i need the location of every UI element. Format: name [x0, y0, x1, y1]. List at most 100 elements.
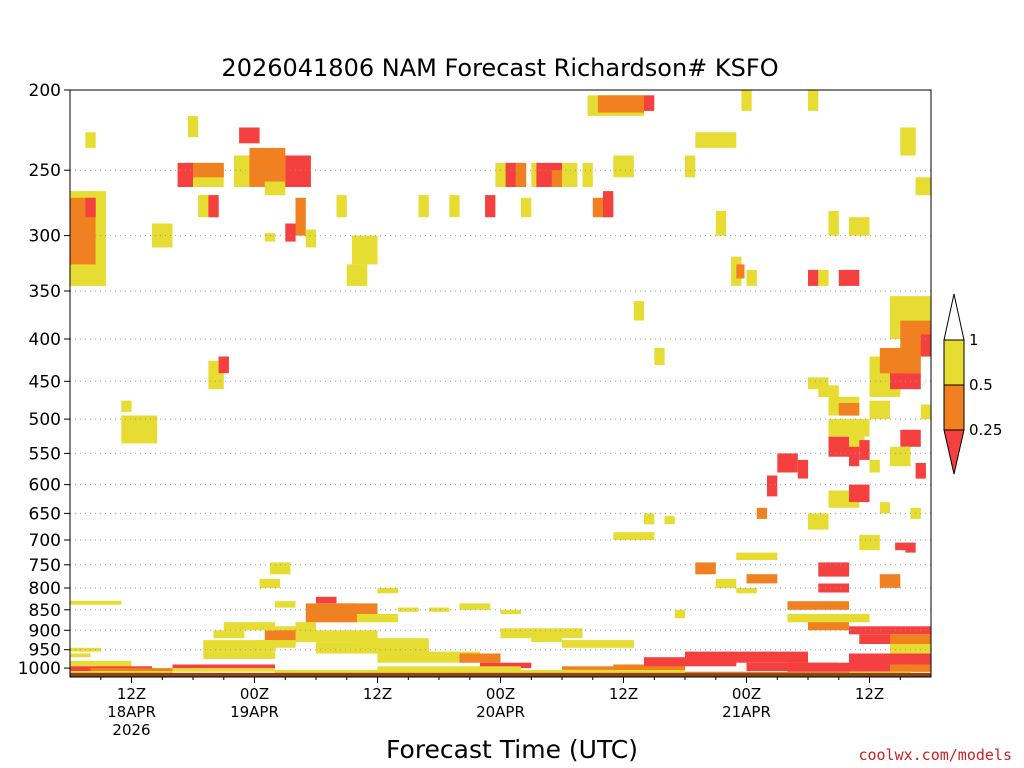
ri-cell-163 [633, 301, 645, 321]
ri-cell-150 [664, 516, 675, 525]
ri-cell-42 [562, 162, 578, 187]
ri-cell-132 [849, 671, 911, 673]
ri-cell-103 [223, 622, 276, 631]
ri-cell-96 [336, 603, 378, 614]
ri-cell-152 [715, 578, 737, 588]
colorbar: 1 0.5 0.25 [943, 293, 1002, 475]
ri-cell-85 [818, 562, 850, 577]
colorbar-label-0.25: 0.25 [969, 421, 1002, 439]
ri-cell-149 [644, 513, 655, 525]
ri-cell-97 [357, 614, 398, 623]
ri-cell-31 [351, 235, 378, 265]
ri-cell-134 [521, 669, 685, 673]
x-tick-label-4-1: 12Z [609, 685, 638, 703]
ri-cell-63 [818, 385, 839, 397]
ri-cell-54 [746, 269, 757, 286]
ri-cell-60 [900, 127, 916, 156]
ri-cell-58 [818, 269, 829, 286]
ri-cell-87 [879, 574, 901, 588]
ri-cell-76 [920, 334, 932, 357]
x-tick-label-5-1: 00Z [732, 685, 761, 703]
x-tick-label-5-2: 21APR [722, 703, 771, 721]
ri-cell-104 [213, 630, 245, 639]
ri-cell-114 [562, 640, 634, 648]
ri-cell-47 [597, 95, 644, 113]
y-tick-label-750: 750 [29, 556, 61, 576]
ri-cell-126 [890, 644, 931, 654]
x-tick-label-3-2: 20APR [476, 703, 525, 721]
ri-cell-27 [264, 233, 276, 242]
credit-text: coolwx.com/models [858, 746, 1012, 764]
ri-cell-41 [551, 170, 563, 187]
ri-cell-108 [357, 638, 429, 654]
ri-cell-24 [285, 155, 311, 187]
ri-cell-135 [562, 666, 685, 670]
ri-cell-89 [905, 542, 916, 553]
ri-cell-28 [305, 229, 317, 248]
ri-cell-11 [70, 653, 91, 658]
ri-cell-51 [715, 210, 727, 236]
ri-cell-154 [808, 513, 829, 530]
ri-cell-93 [275, 601, 296, 608]
ri-cell-2 [85, 197, 96, 218]
ri-cell-141 [70, 671, 173, 673]
ri-cell-43 [582, 162, 593, 187]
ground-surface [70, 672, 931, 677]
ri-cell-49 [695, 132, 706, 148]
colorbar-segment-0.5-1 [943, 339, 965, 386]
ri-cell-56 [808, 90, 819, 111]
ri-cell-167 [828, 210, 839, 236]
colorbar-segment-0.25-0.5 [943, 384, 965, 431]
ri-cell-162 [613, 155, 634, 178]
ri-cell-120 [787, 601, 849, 610]
y-tick-label-500: 500 [29, 410, 61, 430]
ri-cell-29 [336, 195, 347, 218]
ri-cell-101 [203, 640, 276, 652]
ri-cell-83 [756, 507, 768, 519]
ri-cell-45 [603, 191, 614, 218]
ri-cell-105 [254, 640, 296, 648]
y-tick-label-650: 650 [29, 504, 61, 524]
ri-cell-82 [797, 459, 809, 479]
colorbar-top-arrow [943, 293, 965, 341]
x-tick-label-0-1: 12Z [117, 685, 146, 703]
x-tick-label-3-1: 00Z [486, 685, 515, 703]
ri-cell-119 [746, 574, 778, 584]
y-tick-label-600: 600 [29, 476, 61, 496]
ri-cell-34 [485, 195, 496, 218]
ri-cell-117 [695, 562, 716, 575]
ri-cell-145 [428, 607, 450, 612]
ri-cell-130 [849, 653, 931, 665]
ri-cell-142 [90, 668, 173, 671]
ri-cell-98 [295, 622, 316, 631]
ri-cell-23 [264, 181, 286, 196]
ri-cell-4 [121, 415, 158, 444]
y-tick-label-950: 950 [29, 641, 61, 661]
ri-cell-144 [398, 607, 419, 612]
y-tick-label-700: 700 [29, 531, 61, 551]
ri-cell-151 [674, 609, 686, 619]
ri-cell-32 [418, 195, 429, 218]
ri-cell-19 [218, 356, 229, 374]
ri-cell-140 [172, 664, 275, 669]
ri-cell-62 [808, 377, 829, 390]
y-tick-label-400: 400 [29, 330, 61, 350]
y-tick-label-850: 850 [29, 601, 61, 621]
ri-cell-159 [869, 459, 880, 473]
ri-cell-70 [859, 440, 870, 460]
ri-cell-38 [521, 197, 532, 218]
ri-cell-148 [613, 532, 655, 540]
ri-cell-133 [685, 671, 849, 673]
colorbar-label-0.5: 0.5 [969, 376, 993, 394]
x-tick-label-0-3: 2026 [112, 721, 150, 739]
ri-cell-111 [459, 653, 501, 663]
ri-cell-138 [275, 669, 378, 673]
y-tick-label-1000: 1000 [18, 659, 61, 679]
ri-cell-156 [849, 484, 870, 503]
ri-cell-86 [818, 583, 850, 593]
ri-cell-15 [187, 116, 199, 138]
x-tick-label-2-1: 12Z [363, 685, 392, 703]
ri-cell-52 [731, 256, 742, 286]
y-tick-label-300: 300 [29, 227, 61, 247]
